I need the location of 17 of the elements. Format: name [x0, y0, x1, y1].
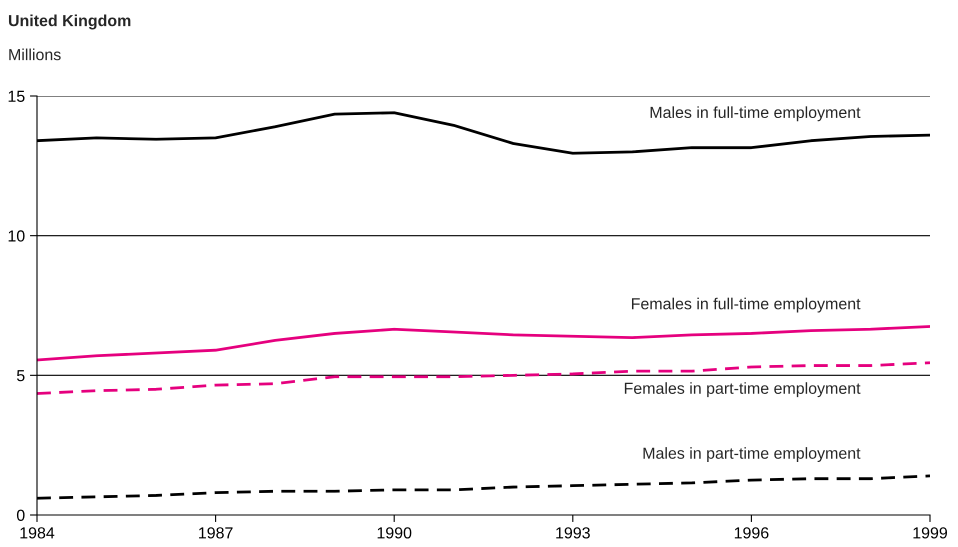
x-tick-label: 1993 — [556, 527, 590, 539]
x-tick-label: 1987 — [199, 527, 233, 539]
y-axis-title: Millions — [9, 48, 61, 60]
series-label: Females in full-time employment — [632, 298, 860, 313]
y-tick-label: 5 — [16, 370, 25, 382]
x-tick-label: 1984 — [20, 527, 54, 539]
series-label: Males in full-time employment — [650, 106, 860, 122]
y-tick-label: 0 — [16, 510, 25, 521]
chart-title: United Kingdom — [8, 14, 130, 30]
x-tick-label: 1996 — [734, 527, 768, 539]
series-label: Females in part-time employment — [624, 382, 860, 398]
x-tick-label: 1990 — [378, 527, 412, 539]
y-tick-label: 10 — [8, 230, 25, 242]
series-label: Males in part-time employment — [644, 447, 860, 462]
x-tick-label: 1999 — [913, 527, 948, 539]
line-series — [37, 325, 930, 362]
y-tick-label: 15 — [8, 90, 25, 102]
